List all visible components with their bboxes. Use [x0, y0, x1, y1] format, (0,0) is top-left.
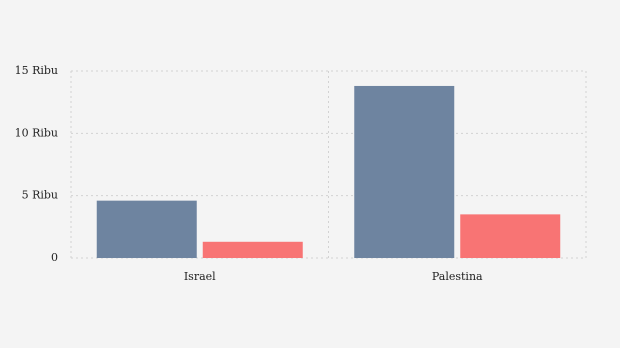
bar — [202, 241, 303, 258]
x-tick-label: Israel — [184, 270, 216, 283]
y-tick-label: 15 Ribu — [15, 64, 58, 77]
bar — [460, 214, 561, 258]
bar — [354, 85, 455, 259]
x-tick-label: Palestina — [432, 270, 483, 283]
y-tick-label: 10 Ribu — [15, 126, 58, 139]
y-tick-label: 0 — [51, 251, 58, 264]
bar — [96, 200, 197, 258]
y-tick-label: 5 Ribu — [22, 189, 58, 202]
